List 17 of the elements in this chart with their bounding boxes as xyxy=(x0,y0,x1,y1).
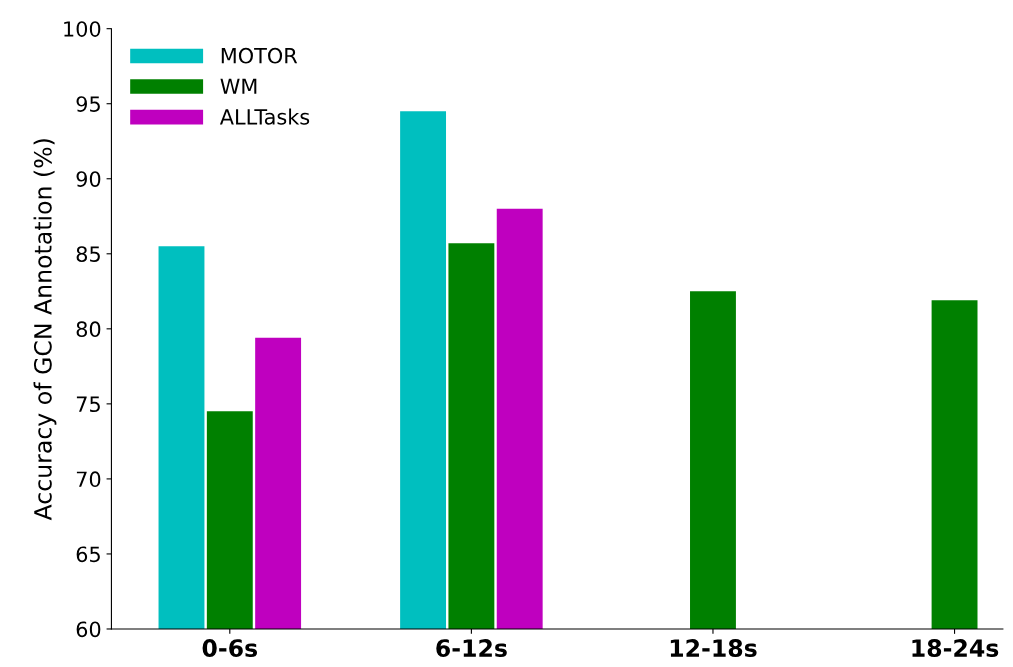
x-tick-label: 0-6s xyxy=(202,639,258,657)
y-tick-label: 85 xyxy=(76,246,100,262)
x-tick-label: 6-12s xyxy=(436,639,507,657)
y-tick-label: 80 xyxy=(76,321,101,338)
legend-label: MOTOR xyxy=(221,47,298,64)
x-tick-label: 18-24s xyxy=(912,639,999,657)
y-tick-label: 90 xyxy=(76,171,101,187)
y-tick-label: 75 xyxy=(76,396,100,413)
y-tick-label: 70 xyxy=(76,471,101,488)
y-tick-label: 100 xyxy=(64,21,101,37)
y-axis-title: Accuracy of GCN Annotation (%) xyxy=(33,139,57,521)
y-tick-label: 65 xyxy=(76,546,100,563)
legend-label: ALLTasks xyxy=(219,108,310,125)
x-tick-label: 12-18s xyxy=(670,639,757,657)
y-tick-label: 60 xyxy=(76,621,101,638)
y-tick-label: 95 xyxy=(76,96,100,112)
legend-label: WM xyxy=(220,78,257,94)
